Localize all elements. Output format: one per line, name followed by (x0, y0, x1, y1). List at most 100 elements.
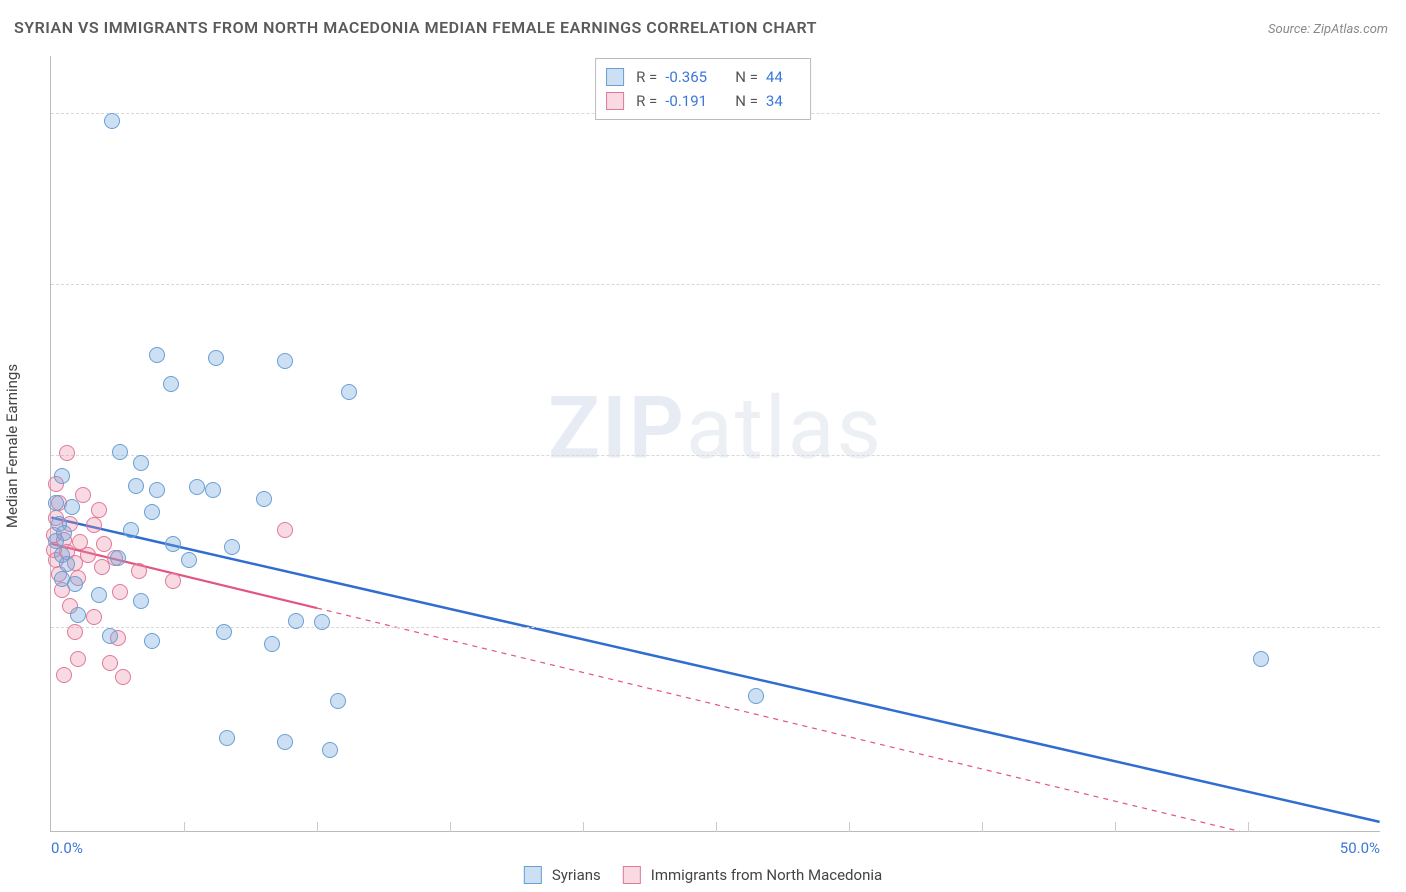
trend-lines-layer (51, 56, 1380, 831)
scatter-point-north_macedonia (112, 584, 128, 600)
x-tick-label: 0.0% (51, 839, 83, 857)
scatter-point-syrians (224, 539, 240, 555)
legend-label: Syrians (552, 866, 601, 884)
scatter-point-syrians (144, 633, 160, 649)
chart-container: SYRIAN VS IMMIGRANTS FROM NORTH MACEDONI… (0, 0, 1406, 892)
scatter-point-syrians (149, 482, 165, 498)
scatter-point-syrians (1253, 651, 1269, 667)
gridline-horizontal (51, 455, 1380, 456)
scatter-point-north_macedonia (94, 559, 110, 575)
scatter-point-north_macedonia (115, 669, 131, 685)
scatter-point-syrians (256, 491, 272, 507)
gridline-vertical (982, 822, 983, 832)
swatch-north_macedonia (606, 92, 624, 110)
r-value: -0.191 (665, 89, 717, 113)
n-value: 34 (766, 89, 796, 113)
y-axis-label: Median Female Earnings (3, 364, 21, 528)
scatter-point-north_macedonia (86, 609, 102, 625)
scatter-point-syrians (54, 468, 70, 484)
correlation-legend-box: R = -0.365 N = 44 R = -0.191 N = 34 (595, 58, 811, 120)
scatter-point-syrians (110, 550, 126, 566)
scatter-point-north_macedonia (86, 517, 102, 533)
n-value: 44 (766, 65, 796, 89)
r-label: R = (636, 89, 657, 113)
scatter-point-syrians (91, 587, 107, 603)
gridline-vertical (583, 822, 584, 832)
correlation-row-north_macedonia: R = -0.191 N = 34 (606, 89, 796, 113)
legend-swatch-north_macedonia (623, 866, 641, 884)
series-legend: Syrians Immigrants from North Macedonia (524, 866, 882, 884)
gridline-vertical (450, 822, 451, 832)
scatter-point-syrians (181, 552, 197, 568)
scatter-point-north_macedonia (67, 624, 83, 640)
scatter-point-syrians (205, 482, 221, 498)
gridline-vertical (1248, 822, 1249, 832)
scatter-point-north_macedonia (70, 651, 86, 667)
scatter-point-syrians (133, 593, 149, 609)
chart-title: SYRIAN VS IMMIGRANTS FROM NORTH MACEDONI… (14, 18, 817, 37)
scatter-point-syrians (277, 353, 293, 369)
scatter-point-syrians (133, 455, 149, 471)
scatter-point-syrians (64, 499, 80, 515)
scatter-point-syrians (341, 384, 357, 400)
scatter-point-syrians (104, 113, 120, 129)
gridline-vertical (317, 822, 318, 832)
r-value: -0.365 (665, 65, 717, 89)
scatter-point-syrians (59, 556, 75, 572)
scatter-point-syrians (70, 607, 86, 623)
n-label: N = (735, 89, 758, 113)
r-label: R = (636, 65, 657, 89)
gridline-horizontal (51, 284, 1380, 285)
trendline-syrians (51, 518, 1379, 822)
scatter-point-syrians (144, 504, 160, 520)
y-tick-label: $35,000 (1392, 618, 1406, 636)
watermark-light: atlas (686, 378, 883, 479)
gridline-vertical (716, 822, 717, 832)
y-tick-label: $50,000 (1392, 446, 1406, 464)
scatter-point-north_macedonia (131, 563, 147, 579)
watermark-bold: ZIP (548, 378, 686, 479)
scatter-point-syrians (112, 444, 128, 460)
swatch-syrians (606, 68, 624, 86)
scatter-point-syrians (748, 688, 764, 704)
scatter-point-syrians (102, 628, 118, 644)
scatter-point-syrians (264, 636, 280, 652)
n-label: N = (735, 65, 758, 89)
scatter-point-north_macedonia (96, 536, 112, 552)
scatter-point-north_macedonia (165, 573, 181, 589)
scatter-point-syrians (216, 624, 232, 640)
scatter-point-syrians (123, 522, 139, 538)
legend-item-syrians: Syrians (524, 866, 601, 884)
scatter-point-north_macedonia (59, 445, 75, 461)
scatter-point-syrians (314, 614, 330, 630)
source-attribution: Source: ZipAtlas.com (1268, 22, 1388, 37)
trendline-dashed-north_macedonia (317, 608, 1380, 831)
y-tick-label: $80,000 (1392, 104, 1406, 122)
scatter-point-syrians (330, 693, 346, 709)
scatter-point-north_macedonia (91, 502, 107, 518)
x-tick-label: 50.0% (1340, 839, 1380, 857)
scatter-point-syrians (189, 479, 205, 495)
scatter-point-syrians (322, 742, 338, 758)
legend-item-north_macedonia: Immigrants from North Macedonia (623, 866, 882, 884)
correlation-row-syrians: R = -0.365 N = 44 (606, 65, 796, 89)
y-tick-label: $65,000 (1392, 275, 1406, 293)
scatter-point-syrians (48, 495, 64, 511)
scatter-point-syrians (288, 613, 304, 629)
scatter-point-north_macedonia (277, 522, 293, 538)
scatter-point-north_macedonia (56, 667, 72, 683)
watermark: ZIPatlas (548, 378, 883, 479)
scatter-point-syrians (163, 376, 179, 392)
gridline-vertical (184, 822, 185, 832)
gridline-horizontal (51, 627, 1380, 628)
scatter-point-syrians (277, 734, 293, 750)
legend-swatch-syrians (524, 866, 542, 884)
scatter-point-syrians (165, 536, 181, 552)
gridline-vertical (1115, 822, 1116, 832)
scatter-point-syrians (149, 347, 165, 363)
plot-area: ZIPatlas $35,000$50,000$65,000$80,0000.0… (50, 56, 1380, 832)
scatter-point-syrians (67, 576, 83, 592)
scatter-point-syrians (208, 350, 224, 366)
scatter-point-syrians (128, 478, 144, 494)
scatter-point-syrians (219, 730, 235, 746)
